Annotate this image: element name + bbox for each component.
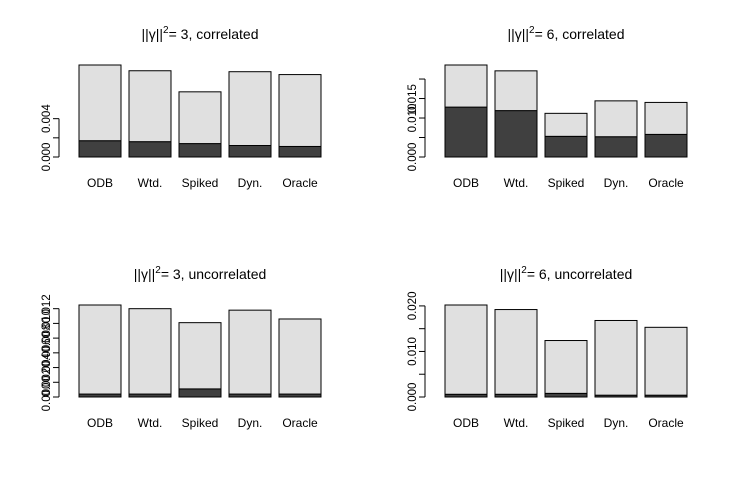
y-tick-label: 0.000 bbox=[407, 143, 419, 172]
bar-top-segment bbox=[128, 70, 172, 143]
category-label: Spiked bbox=[182, 176, 219, 190]
category-label: ODB bbox=[453, 416, 479, 430]
y-tick-label: 0.010 bbox=[407, 337, 419, 366]
bar-top-segment bbox=[544, 112, 588, 137]
bar-bottom-segment bbox=[544, 392, 588, 398]
y-tick-label: 0.004 bbox=[41, 353, 53, 382]
category-label: ODB bbox=[453, 176, 479, 190]
bar-bottom-segment bbox=[644, 133, 688, 158]
bar-top-segment bbox=[278, 74, 322, 147]
bar-top-segment bbox=[594, 319, 638, 396]
bar-top-segment bbox=[494, 70, 538, 112]
y-tick-label: 0.008 bbox=[41, 324, 53, 353]
category-label: Wtd. bbox=[504, 416, 529, 430]
bar-bottom-segment bbox=[594, 136, 638, 158]
category-label: ODB bbox=[87, 176, 113, 190]
category-label: Dyn. bbox=[604, 416, 629, 430]
bar-top-segment bbox=[644, 326, 688, 396]
category-label: Oracle bbox=[282, 176, 318, 190]
category-label: Spiked bbox=[548, 416, 585, 430]
panel-correlated-3: ||γ||2= 3, correlated 0.000 0.004 ODB Wtd. S… bbox=[41, 25, 322, 190]
bar-top-segment bbox=[78, 64, 122, 142]
panel-title: ||γ||2= 6, uncorrelated bbox=[500, 265, 633, 282]
y-tick-label: 0.010 bbox=[407, 104, 419, 133]
category-label: Wtd. bbox=[138, 416, 163, 430]
bar-top-segment bbox=[544, 340, 588, 394]
bar-top-segment bbox=[178, 91, 222, 145]
bar-bottom-segment bbox=[128, 141, 172, 158]
bar-top-segment bbox=[228, 71, 272, 146]
bar-top-segment bbox=[178, 322, 222, 390]
bar-bottom-segment bbox=[228, 145, 272, 158]
category-label: ODB bbox=[87, 416, 113, 430]
y-tick-label: 0.020 bbox=[407, 292, 419, 321]
panel-uncorrelated-6: ||γ||2= 6, uncorrelated 0.000 0.010 0.020 O… bbox=[407, 265, 688, 430]
category-label: Wtd. bbox=[138, 176, 163, 190]
bar-top-segment bbox=[444, 64, 488, 108]
bar-top-segment bbox=[444, 304, 488, 395]
bar-top-segment bbox=[278, 318, 322, 395]
bar-top-segment bbox=[594, 100, 638, 138]
bar-top-segment bbox=[228, 309, 272, 395]
bar-bottom-segment bbox=[444, 106, 488, 158]
category-label: Oracle bbox=[648, 176, 684, 190]
y-tick-label: 0.004 bbox=[41, 104, 53, 133]
bar-bottom-segment bbox=[178, 143, 222, 158]
bar-bottom-segment bbox=[494, 110, 538, 158]
bar-top-segment bbox=[78, 304, 122, 395]
y-tick-label: 0.002 bbox=[41, 368, 53, 397]
category-label: Spiked bbox=[182, 416, 219, 430]
y-tick-label: 0.000 bbox=[41, 383, 53, 412]
y-tick-label: 0.012 bbox=[41, 294, 53, 323]
y-tick-label: 0.010 bbox=[41, 309, 53, 338]
bar-bottom-segment bbox=[278, 145, 322, 158]
bar-top-segment bbox=[128, 308, 172, 395]
bar-top-segment bbox=[494, 309, 538, 395]
category-label: Oracle bbox=[648, 416, 684, 430]
category-label: Dyn. bbox=[604, 176, 629, 190]
category-label: Oracle bbox=[282, 416, 318, 430]
category-label: Dyn. bbox=[238, 176, 263, 190]
y-tick-label: 0.000 bbox=[41, 143, 53, 172]
y-tick-label: 0.006 bbox=[41, 338, 53, 367]
panel-title: ||γ||2= 3, uncorrelated bbox=[134, 265, 267, 282]
panel-title: ||γ||2= 6, correlated bbox=[508, 25, 625, 42]
bar-bottom-segment bbox=[178, 388, 222, 398]
category-label: Dyn. bbox=[238, 416, 263, 430]
panel-uncorrelated-3: ||γ||2= 3, uncorrelated 0.0000.0020.0040… bbox=[41, 265, 322, 430]
bar-bottom-segment bbox=[544, 135, 588, 158]
category-label: Wtd. bbox=[504, 176, 529, 190]
category-label: Spiked bbox=[548, 176, 585, 190]
bar-bottom-segment bbox=[78, 140, 122, 158]
bar-top-segment bbox=[644, 101, 688, 135]
panel-title: ||γ||2= 3, correlated bbox=[142, 25, 259, 42]
y-tick-label: 0.000 bbox=[407, 383, 419, 412]
y-tick-label: 0.015 bbox=[407, 84, 419, 113]
